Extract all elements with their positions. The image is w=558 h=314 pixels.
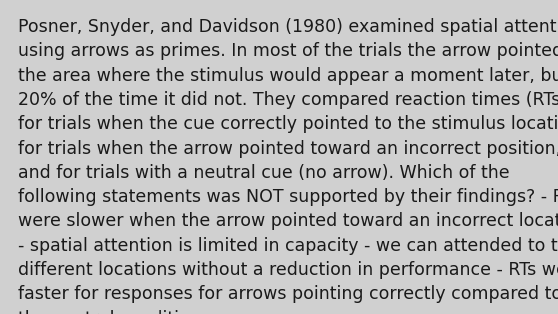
Text: Posner, Snyder, and Davidson (1980) examined spatial attention
using arrows as p: Posner, Snyder, and Davidson (1980) exam… — [18, 18, 558, 314]
